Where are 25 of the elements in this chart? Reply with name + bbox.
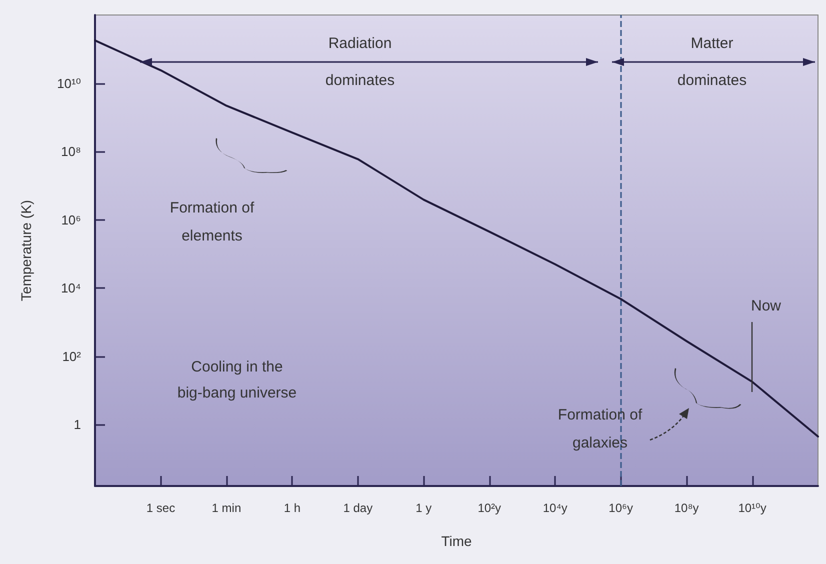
y-tick-label: 1	[74, 417, 81, 432]
y-tick-label: 10⁶	[61, 212, 81, 228]
x-tick-label: 1 sec	[146, 501, 176, 515]
x-tick-label: 10⁴y	[542, 501, 568, 515]
y-tick-label: 10⁸	[61, 144, 81, 160]
x-tick-label: 1 y	[416, 501, 432, 515]
y-tick-label: 10²	[62, 348, 82, 364]
annotation: Formation of galaxies	[558, 406, 643, 452]
x-axis-title: Time	[441, 533, 472, 549]
x-tick-label: 1 min	[212, 501, 242, 515]
annotation: Formation of elements	[170, 200, 255, 244]
y-tick-label: 10¹⁰	[56, 76, 81, 91]
x-tick-label: 10¹⁰y	[738, 501, 766, 515]
text: Radiation dominates	[325, 35, 395, 89]
y-axis-title: Temperature (K)	[18, 200, 34, 302]
annotation: Now	[750, 298, 782, 314]
annotation: Cooling in the big-bang universe	[177, 358, 297, 402]
x-tick-label: 10⁸y	[674, 501, 699, 515]
line-series	[94, 39, 819, 438]
text: Matter dominates	[677, 35, 747, 89]
x-tick-label: 1 day	[343, 501, 373, 515]
x-tick-label: 10⁶y	[608, 501, 633, 515]
x-tick-label: 1 h	[284, 501, 301, 515]
y-tick-label: 10⁴	[60, 280, 81, 296]
x-tick-label: 10²y	[478, 501, 502, 515]
